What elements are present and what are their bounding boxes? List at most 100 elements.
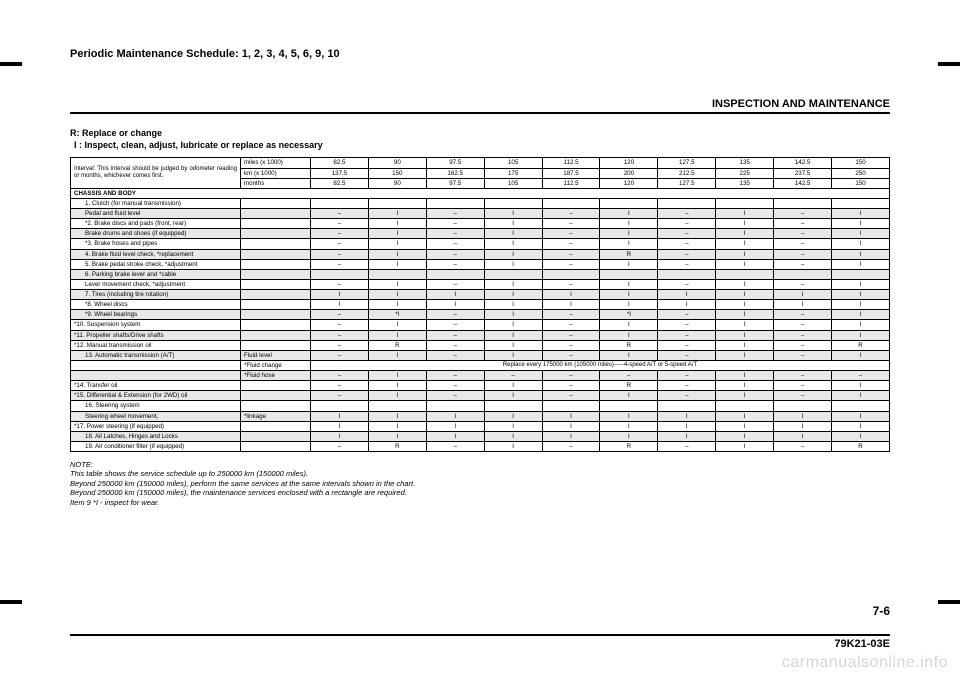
cell: – — [542, 229, 600, 239]
cell: I — [832, 249, 890, 259]
cell: I — [832, 381, 890, 391]
cell — [368, 198, 426, 208]
document-code: 79K21-03E — [70, 634, 890, 650]
cell: I — [368, 300, 426, 310]
cell: – — [426, 249, 484, 259]
cell — [426, 401, 484, 411]
cell: I — [600, 330, 658, 340]
cell: R — [368, 340, 426, 350]
cell: I — [484, 350, 542, 360]
cell: – — [542, 340, 600, 350]
row-sub-label — [241, 249, 311, 259]
cell — [716, 401, 774, 411]
cell: I — [832, 411, 890, 421]
cell — [484, 198, 542, 208]
cell: – — [311, 391, 369, 401]
table-row: 13. Automatic transmission (A/T)Fluid le… — [71, 350, 890, 360]
cell: I — [716, 219, 774, 229]
cell: – — [542, 259, 600, 269]
row-span-note: Replace every 175000 km (105000 miles)--… — [311, 360, 890, 370]
table-row: *17. Power steering (if equipped)IIIIIII… — [71, 421, 890, 431]
cell: – — [311, 279, 369, 289]
h-mo-6: 127.5 — [658, 178, 716, 188]
cell: I — [658, 421, 716, 431]
cell: I — [716, 330, 774, 340]
cell — [542, 198, 600, 208]
cell: I — [484, 300, 542, 310]
cell: I — [716, 441, 774, 451]
binding-mark-br — [938, 600, 960, 604]
cell: – — [658, 209, 716, 219]
h-km-6: 212.5 — [658, 168, 716, 178]
cell: – — [542, 330, 600, 340]
h-miles-5: 120 — [600, 158, 658, 168]
cell — [658, 269, 716, 279]
cell — [311, 269, 369, 279]
cell: – — [774, 310, 832, 320]
row-head-months: months — [241, 178, 311, 188]
row-label: *14. Transfer oil — [71, 381, 241, 391]
h-mo-9: 150 — [832, 178, 890, 188]
h-km-9: 250 — [832, 168, 890, 178]
cell: – — [658, 330, 716, 340]
cell — [484, 401, 542, 411]
cell — [600, 401, 658, 411]
cell: I — [368, 371, 426, 381]
cell: I — [484, 209, 542, 219]
cell: I — [716, 411, 774, 421]
cell: I — [600, 320, 658, 330]
h-miles-6: 127.5 — [658, 158, 716, 168]
table-row: *2. Brake discs and pads (front, rear)–I… — [71, 219, 890, 229]
cell: I — [484, 431, 542, 441]
note-line-3: Beyond 250000 km (150000 miles), the mai… — [70, 488, 890, 497]
cell: I — [368, 320, 426, 330]
row-sub-label: *Fluid hose — [241, 371, 311, 381]
table-row: *11. Propeller shafts/Drive shafts–I–I–I… — [71, 330, 890, 340]
legend-line-2: I : Inspect, clean, adjust, lubricate or… — [74, 140, 890, 152]
table-row: *14. Transfer oil–I–I–R–I–I — [71, 381, 890, 391]
table-row: 18. All Latches, Hinges and LocksIIIIIII… — [71, 431, 890, 441]
cell: I — [716, 300, 774, 310]
cell: – — [658, 259, 716, 269]
cell — [832, 269, 890, 279]
table-row: *8. Wheel discsIIIIIIIIII — [71, 300, 890, 310]
cell: I — [368, 279, 426, 289]
h-mo-7: 135 — [716, 178, 774, 188]
cell: I — [716, 421, 774, 431]
cell — [658, 401, 716, 411]
table-row: *Fluid changeReplace every 175000 km (10… — [71, 360, 890, 370]
cell: – — [774, 209, 832, 219]
row-label: *17. Power steering (if equipped) — [71, 421, 241, 431]
cell: – — [542, 219, 600, 229]
cell: I — [600, 421, 658, 431]
cell — [774, 269, 832, 279]
cell — [311, 401, 369, 411]
cell: I — [716, 239, 774, 249]
row-label: *10. Suspension system — [71, 320, 241, 330]
table-row: 5. Brake pedal stroke check, *adjustment… — [71, 259, 890, 269]
row-sub-label — [241, 269, 311, 279]
cell: I — [832, 219, 890, 229]
h-mo-1: 90 — [368, 178, 426, 188]
row-sub-label: *Fluid change — [241, 360, 311, 370]
cell: – — [484, 371, 542, 381]
cell: I — [716, 259, 774, 269]
cell: I — [716, 340, 774, 350]
cell: I — [774, 421, 832, 431]
row-label: *3. Brake hoses and pipes — [71, 239, 241, 249]
cell: – — [542, 310, 600, 320]
cell: I — [832, 421, 890, 431]
cell — [484, 269, 542, 279]
cell: I — [311, 300, 369, 310]
page-top-title: Periodic Maintenance Schedule: 1, 2, 3, … — [70, 48, 890, 60]
table-row: Pedal and fluid level–I–I–I–I–I — [71, 209, 890, 219]
cell: – — [542, 381, 600, 391]
cell: I — [658, 411, 716, 421]
cell: – — [426, 239, 484, 249]
cell: – — [774, 219, 832, 229]
cell: I — [368, 391, 426, 401]
h-km-3: 175 — [484, 168, 542, 178]
row-sub-label — [241, 300, 311, 310]
row-label — [71, 360, 241, 370]
table-row: Steering wheel movement,*linkageIIIIIIII… — [71, 411, 890, 421]
